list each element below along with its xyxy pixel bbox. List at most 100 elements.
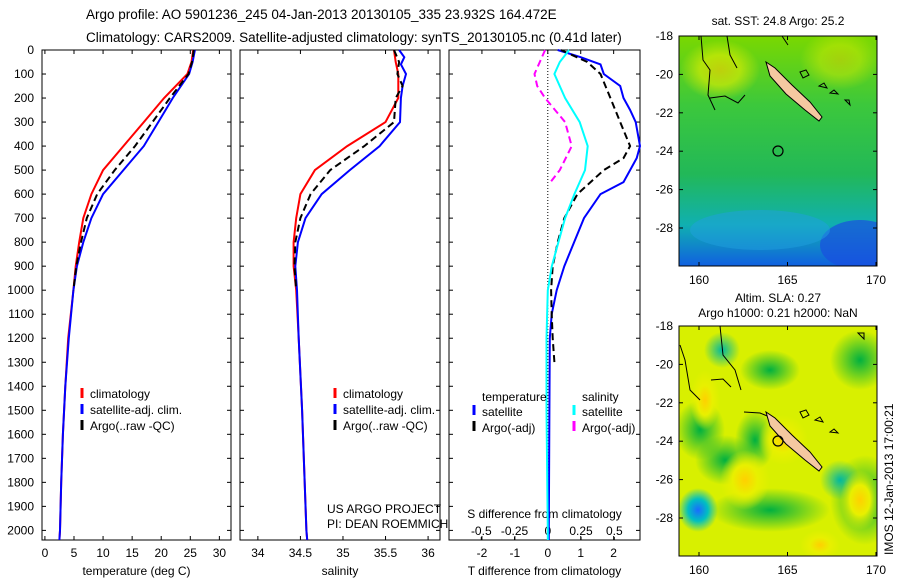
x-axis-label: T difference from climatology (468, 564, 622, 578)
legend-label: satellite-adj. clim. (90, 403, 182, 417)
legend-label: Argo(-adj) (482, 421, 535, 435)
sla-map-title-line2: Argo h1000: 0.21 h2000: NaN (698, 306, 857, 320)
figure-title-line1: Argo profile: AO 5901236_245 04-Jan-2013… (86, 7, 557, 22)
y-tick-label: 1900 (7, 499, 34, 513)
y-tick-label: 700 (14, 211, 34, 225)
s-tick-label: 0.25 (569, 524, 593, 538)
lon-tick-label: 165 (777, 563, 797, 577)
s-tick-label: -0.25 (501, 524, 529, 538)
y-tick-label: 1100 (8, 307, 34, 321)
x-tick-label: 35.5 (374, 546, 398, 560)
x-tick-label: -1 (510, 546, 521, 560)
float-position-marker (772, 435, 784, 447)
temperature-axes-frame (41, 49, 232, 541)
lat-tick-label: -24 (656, 434, 674, 448)
x-axis-label: temperature (deg C) (82, 564, 190, 578)
series-line-t-argo-adj- (550, 49, 632, 363)
y-tick-label: 1300 (7, 355, 34, 369)
legend-heading: temperature (482, 390, 547, 404)
salinity-axes-frame (239, 49, 441, 541)
float-position-marker (772, 145, 784, 157)
y-tick-label: 0 (27, 43, 34, 57)
x-tick-label: 2 (610, 546, 617, 560)
y-tick-label: 100 (14, 67, 34, 81)
series-line-satellite-adj-clim- (58, 49, 196, 541)
difference-axes-frame (448, 49, 641, 541)
coastline (700, 35, 851, 111)
y-tick-label: 1800 (7, 475, 34, 489)
lat-tick-label: -20 (656, 67, 674, 81)
series-line-satellite-adj-clim- (294, 49, 408, 541)
legend-label: satellite-adj. clim. (343, 403, 435, 417)
sla-map-field (679, 326, 877, 556)
series-line-argo-raw-qc- (293, 49, 404, 291)
imos-timestamp: IMOS 12-Jan-2013 17:00:21 (882, 403, 896, 555)
legend-label: satellite (582, 405, 623, 419)
legend-label: satellite (482, 405, 523, 419)
y-tick-label: 2000 (7, 523, 34, 537)
series-line-s-argo-adj- (533, 49, 573, 183)
legend-label: climatology (343, 387, 403, 401)
y-tick-label: 500 (14, 163, 34, 177)
lat-tick-label: -26 (656, 183, 674, 197)
y-tick-label: 1400 (7, 379, 34, 393)
lon-tick-label: 170 (866, 273, 886, 287)
y-tick-label: 1000 (7, 283, 34, 297)
s-tick-label: -0.5 (471, 524, 492, 538)
y-tick-label: 1600 (7, 427, 34, 441)
lon-tick-label: 170 (866, 563, 886, 577)
legend-label: Argo(..raw -QC) (343, 419, 428, 433)
sst-map: sat. SST: 24.8 Argo: 25.2 -18 -20 -22 -24 -2… (656, 14, 887, 287)
y-tick-label: 600 (14, 187, 34, 201)
lon-tick-label: 165 (777, 273, 797, 287)
series-line-argo-raw-qc- (72, 49, 195, 291)
lat-tick-label: -28 (656, 221, 674, 235)
s-tick-label: 0.5 (606, 524, 623, 538)
difference-panel: -2 -1 0 1 2 T difference from climatology -0.5… (448, 49, 642, 578)
sla-map: Altim. SLA: 0.27 Argo h1000: 0.21 h2000:… (656, 291, 887, 577)
legend-label: Argo(-adj) (582, 421, 635, 435)
x-tick-label: 25 (184, 546, 198, 560)
y-tick-label: 1500 (7, 403, 34, 417)
x-tick-label: 34 (251, 546, 265, 560)
x-axis-label: salinity (322, 564, 359, 578)
lat-tick-label: -20 (656, 357, 674, 371)
x-tick-label: 0 (544, 546, 551, 560)
sla-map-title-line1: Altim. SLA: 0.27 (735, 291, 821, 305)
y-tick-label: 200 (14, 91, 34, 105)
lat-tick-label: -22 (656, 396, 674, 410)
s-axis-label: S difference from climatology (467, 507, 622, 521)
lat-tick-label: -26 (656, 473, 674, 487)
figure-title-line2: Climatology: CARS2009. Satellite-adjuste… (86, 30, 622, 45)
x-tick-label: 10 (96, 546, 110, 560)
series-line-s-satellite (545, 49, 589, 540)
legend-label: climatology (90, 387, 150, 401)
y-tick-label: 900 (14, 259, 34, 273)
lat-tick-label: -24 (656, 144, 674, 158)
lat-tick-label: -18 (656, 29, 674, 43)
x-tick-label: 20 (155, 546, 169, 560)
lat-tick-label: -18 (656, 319, 674, 333)
legend-heading: salinity (582, 390, 619, 404)
x-tick-label: 5 (71, 546, 78, 560)
legend-label: Argo(..raw -QC) (90, 419, 175, 433)
series-line-t-satellite (547, 49, 642, 540)
x-tick-label: -2 (477, 546, 488, 560)
x-tick-label: 1 (577, 546, 584, 560)
lon-tick-label: 160 (689, 563, 709, 577)
y-tick-label: 1700 (7, 451, 34, 465)
temperature-panel: 0100200300400500600700800900100011001200… (7, 43, 232, 578)
lat-tick-label: -28 (656, 511, 674, 525)
y-tick-label: 800 (14, 235, 34, 249)
x-tick-label: 30 (213, 546, 227, 560)
salinity-panel: 34 34.5 35 35.5 36 salinity climatology satelli… (239, 49, 448, 578)
coastline (679, 325, 865, 434)
sst-map-title: sat. SST: 24.8 Argo: 25.2 (712, 14, 845, 28)
new-caledonia-island (765, 60, 823, 122)
x-tick-label: 15 (125, 546, 139, 560)
y-tick-label: 1200 (7, 331, 34, 345)
sst-map-field (679, 36, 877, 266)
lat-tick-label: -22 (656, 106, 674, 120)
x-tick-label: 34.5 (289, 546, 313, 560)
